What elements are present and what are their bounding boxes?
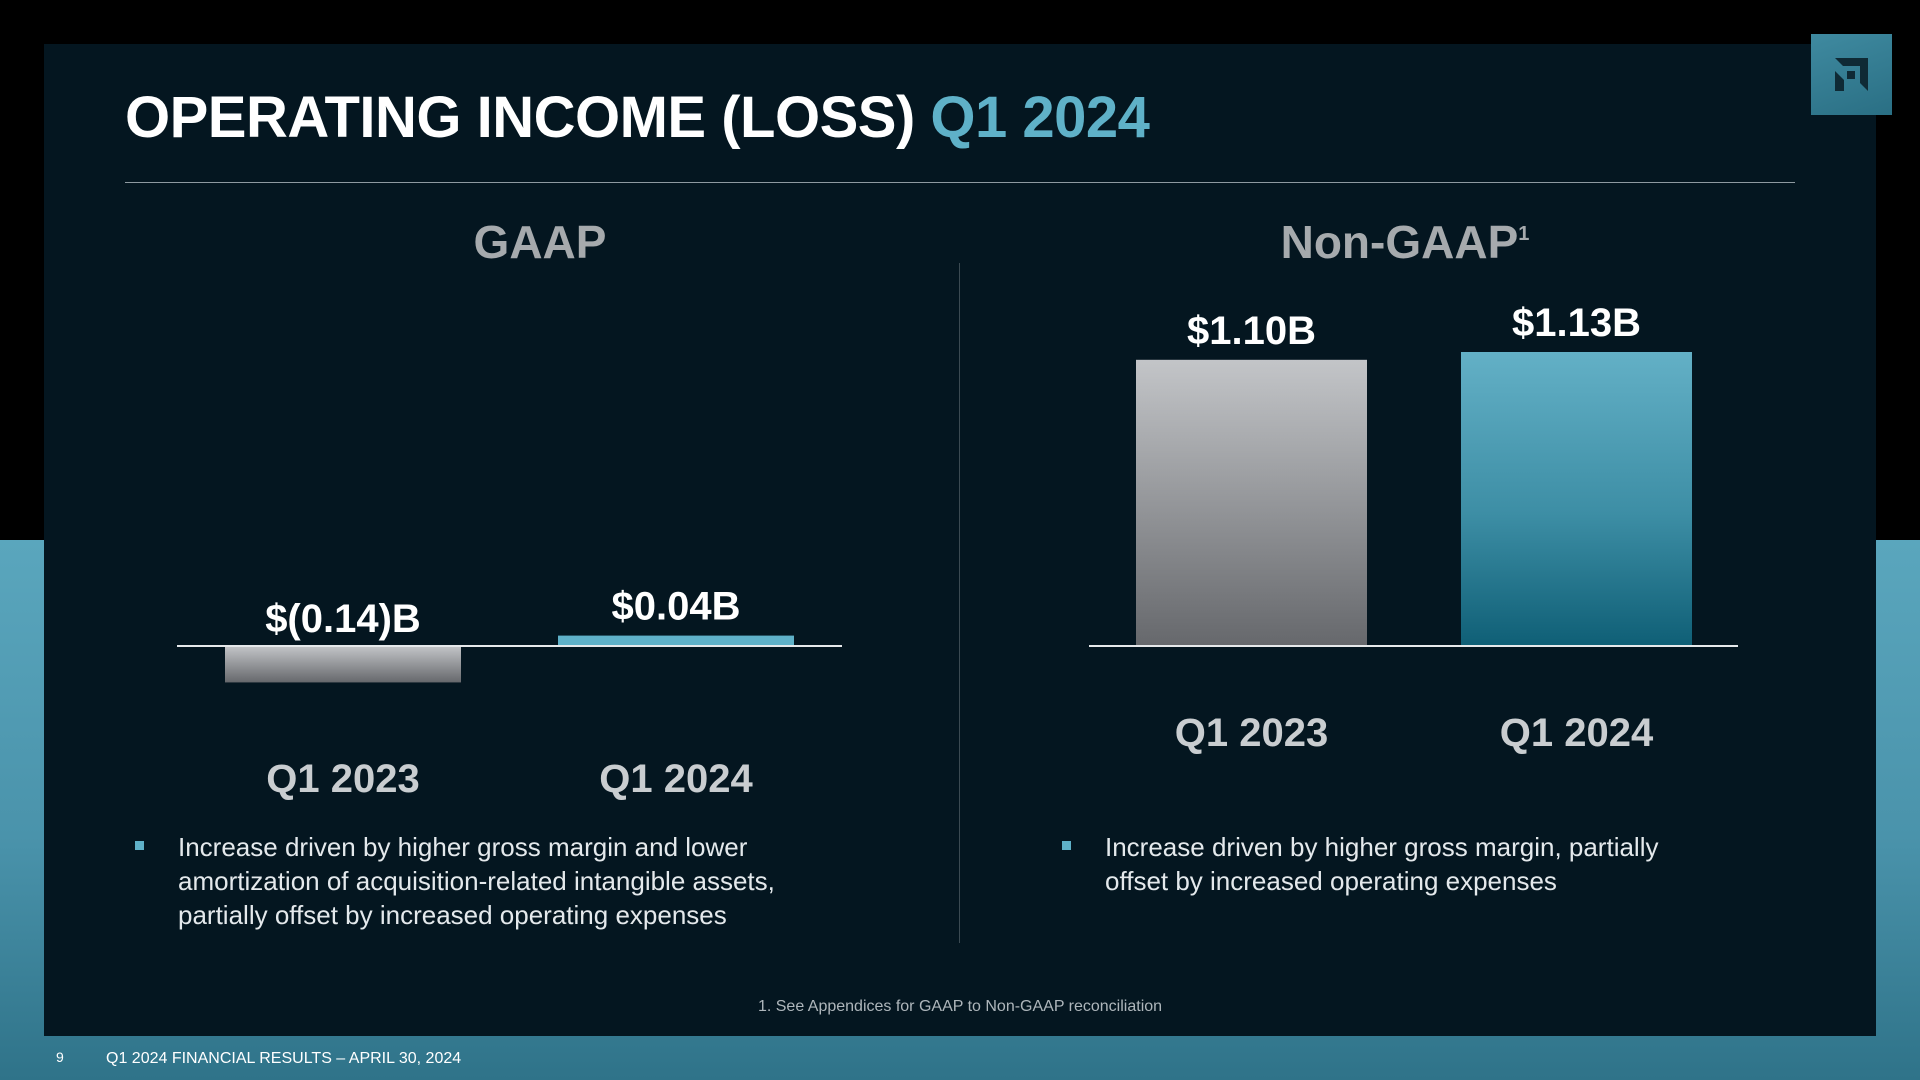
non-gaap-footnote-marker: 1 bbox=[1518, 223, 1530, 245]
gaap-heading-text: GAAP bbox=[473, 216, 607, 268]
gaap-heading: GAAP bbox=[474, 215, 607, 269]
gaap-bar-q1-2024 bbox=[558, 635, 794, 646]
non-gaap-value-label: $1.10B bbox=[1187, 309, 1316, 353]
non-gaap-bullet-line: Increase driven by higher gross margin, … bbox=[1105, 832, 1659, 862]
page-title: OPERATING INCOME (LOSS) Q1 2024 bbox=[125, 84, 1150, 151]
gaap-bullet-text: Increase driven by higher gross margin a… bbox=[178, 830, 878, 932]
page-title-main: OPERATING INCOME (LOSS) bbox=[125, 85, 915, 150]
page-title-accent: Q1 2024 bbox=[930, 85, 1150, 150]
amd-arrow-logo-icon bbox=[1835, 58, 1868, 91]
non-gaap-bar-q1-2024 bbox=[1461, 352, 1692, 646]
gaap-bullet-line: partially offset by increased operating … bbox=[178, 900, 727, 930]
page-number: 9 bbox=[56, 1049, 64, 1065]
title-divider bbox=[125, 182, 1795, 183]
footer-text: Q1 2024 FINANCIAL RESULTS – APRIL 30, 20… bbox=[106, 1050, 462, 1067]
gaap-category-label: Q1 2023 bbox=[266, 757, 419, 801]
non-gaap-bullet-line: offset by increased operating expenses bbox=[1105, 866, 1557, 896]
gaap-bullet-marker bbox=[135, 841, 144, 850]
gaap-category-label: Q1 2024 bbox=[599, 757, 753, 801]
gaap-value-label: $(0.14)B bbox=[265, 597, 421, 641]
gaap-chart: $(0.14)B Q1 2023 $0.04B Q1 2024 bbox=[177, 585, 842, 801]
gaap-bullet-line: amortization of acquisition-related inta… bbox=[178, 866, 775, 896]
gaap-value-label: $0.04B bbox=[612, 585, 741, 629]
gaap-bar-q1-2023 bbox=[225, 646, 461, 683]
gaap-bullet-line: Increase driven by higher gross margin a… bbox=[178, 832, 748, 862]
non-gaap-value-label: $1.13B bbox=[1512, 301, 1641, 345]
non-gaap-category-label: Q1 2024 bbox=[1500, 711, 1654, 755]
non-gaap-category-label: Q1 2023 bbox=[1175, 711, 1328, 755]
non-gaap-bullet-text: Increase driven by higher gross margin, … bbox=[1105, 830, 1805, 898]
non-gaap-heading-text: Non-GAAP bbox=[1280, 216, 1519, 268]
non-gaap-bullet-marker bbox=[1062, 841, 1071, 850]
center-divider bbox=[959, 263, 960, 943]
non-gaap-heading: Non-GAAP1 bbox=[1281, 215, 1530, 269]
amd-logo bbox=[1811, 34, 1892, 115]
footnote: 1. See Appendices for GAAP to Non-GAAP r… bbox=[757, 998, 1163, 1015]
non-gaap-bar-q1-2023 bbox=[1136, 359, 1367, 646]
non-gaap-chart: $1.10B Q1 2023 $1.13B Q1 2024 bbox=[1089, 301, 1738, 755]
